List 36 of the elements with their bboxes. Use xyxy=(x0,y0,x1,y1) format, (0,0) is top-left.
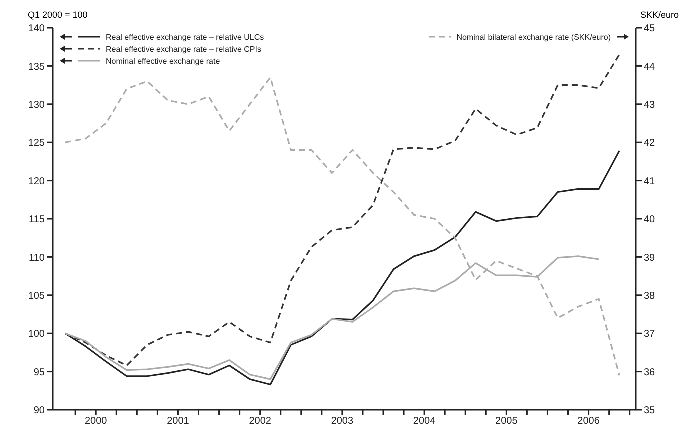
y-tick-label: 115 xyxy=(29,214,46,226)
y-tick-label: 90 xyxy=(34,406,46,417)
y-tick-label: 125 xyxy=(28,138,46,150)
x-tick-label: 2004 xyxy=(413,416,436,428)
y2-tick-label: 39 xyxy=(644,252,656,264)
legend-label: Nominal bilateral exchange rate (SKK/euro) xyxy=(456,32,611,42)
y2-tick-label: 43 xyxy=(644,100,656,111)
y2-axis-title: SKK/euro xyxy=(640,10,679,20)
y-axis-title: Q1 2000 = 100 xyxy=(28,10,88,20)
legend-label: Nominal effective exchange rate xyxy=(106,56,220,66)
y2-tick-label: 38 xyxy=(644,290,656,302)
y-tick-label: 105 xyxy=(28,290,46,302)
y-tick-label: 120 xyxy=(28,176,46,188)
y2-tick-label: 44 xyxy=(644,62,656,73)
y2-tick-label: 41 xyxy=(644,176,656,188)
y2-tick-label: 35 xyxy=(644,406,656,417)
y-tick-label: 130 xyxy=(28,100,46,111)
y-tick-label: 95 xyxy=(34,367,46,378)
legend-label: Real effective exchange rate – relative CPIs xyxy=(106,44,262,54)
x-tick-label: 2003 xyxy=(331,416,354,428)
x-tick-label: 2005 xyxy=(496,416,518,428)
legend-label: Real effective exchange rate – relative ULCs xyxy=(106,32,264,42)
x-tick-label: 2002 xyxy=(249,416,272,428)
y-tick-label: 140 xyxy=(28,24,46,35)
y2-tick-label: 37 xyxy=(644,329,656,340)
x-tick-label: 2000 xyxy=(84,416,108,428)
x-tick-label: 2001 xyxy=(167,416,190,428)
y-tick-label: 100 xyxy=(28,329,46,340)
y2-tick-label: 45 xyxy=(644,24,656,35)
y2-tick-label: 40 xyxy=(644,214,656,226)
y-tick-label: 135 xyxy=(28,62,46,73)
y2-tick-label: 36 xyxy=(644,367,656,378)
x-tick-label: 2006 xyxy=(578,416,600,428)
line-series xyxy=(64,150,620,386)
y2-tick-label: 42 xyxy=(644,138,656,150)
y-tick-label: 110 xyxy=(29,252,46,264)
